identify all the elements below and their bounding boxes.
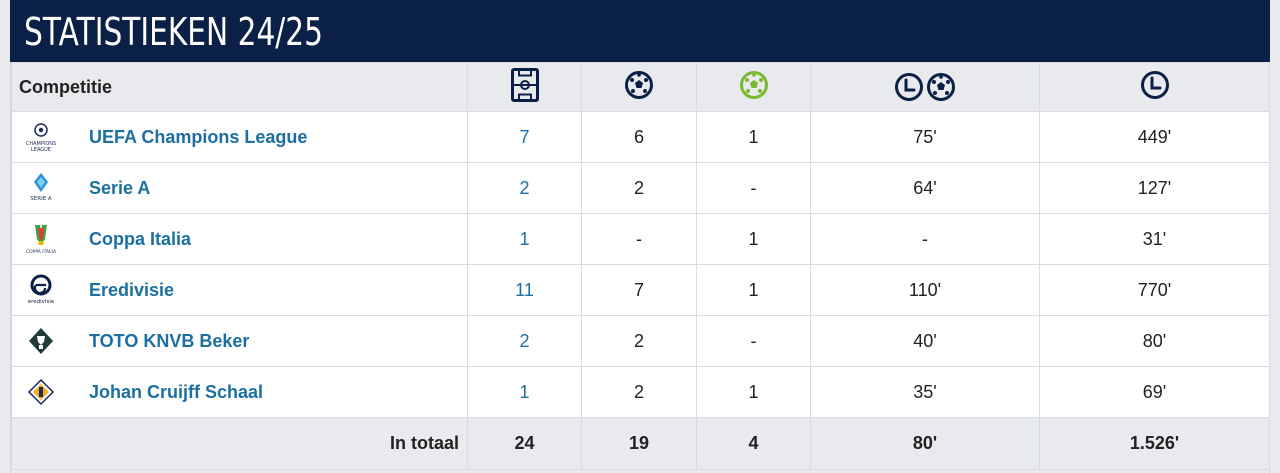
matches-cell[interactable]: 2 — [467, 315, 582, 367]
assists-cell: 1 — [696, 264, 811, 316]
table-row: TOTO KNVB Beker 2 2 - 40' 80' — [11, 315, 1270, 367]
minutes-cell: 770' — [1039, 264, 1270, 316]
competition-link[interactable]: Johan Cruijff Schaal — [89, 382, 264, 402]
minutes-cell: 449' — [1039, 111, 1270, 163]
assists-cell: 1 — [696, 213, 811, 265]
serie-a-logo: SERIE A — [26, 172, 56, 204]
minutes-per-goal-cell: - — [810, 213, 1040, 265]
matches-cell[interactable]: 1 — [467, 213, 582, 265]
pitch-icon — [510, 67, 539, 102]
table-row: Johan Cruijff Schaal 1 2 1 35' 69' — [11, 366, 1270, 418]
goals-column-header — [581, 62, 697, 112]
matches-cell[interactable]: 11 — [467, 264, 582, 316]
champions-league-logo: CHAMPIONS LEAGUE — [26, 121, 56, 153]
knvb-beker-logo — [26, 325, 56, 357]
total-minutes: 1.526' — [1039, 417, 1270, 470]
matches-cell[interactable]: 7 — [467, 111, 582, 163]
competition-link[interactable]: TOTO KNVB Beker — [89, 331, 250, 351]
assists-cell: 1 — [696, 111, 811, 163]
ball-icon — [625, 70, 653, 99]
competition-cell: TOTO KNVB Beker — [11, 315, 468, 367]
competition-column-header: Competitie — [11, 62, 468, 112]
goals-cell: 6 — [581, 111, 697, 163]
goals-cell: 2 — [581, 162, 697, 214]
total-matches: 24 — [467, 417, 582, 470]
competition-cell: CHAMPIONS LEAGUE UEFA Champions League — [11, 111, 468, 163]
goals-cell: - — [581, 213, 697, 265]
johan-cruijff-schaal-logo — [26, 376, 56, 408]
svg-text:CHAMPIONS: CHAMPIONS — [26, 141, 56, 147]
assists-cell: 1 — [696, 366, 811, 418]
goals-cell: 2 — [581, 315, 697, 367]
svg-text:SERIE A: SERIE A — [30, 196, 52, 202]
competition-cell: eredivisie Eredivisie — [11, 264, 468, 316]
minutes-cell: 80' — [1039, 315, 1270, 367]
competition-link[interactable]: Serie A — [89, 178, 151, 198]
stats-header: STATISTIEKEN 24/25 — [10, 0, 1270, 62]
minutes-per-goal-cell: 35' — [810, 366, 1040, 418]
competition-cell: Johan Cruijff Schaal — [11, 366, 468, 418]
competition-cell: SERIE A Serie A — [11, 162, 468, 214]
total-assists: 4 — [696, 417, 811, 470]
table-row: eredivisie Eredivisie 11 7 1 110' 770' — [11, 264, 1270, 316]
svg-text:eredivisie: eredivisie — [28, 299, 55, 305]
total-label: In totaal — [11, 417, 468, 470]
goals-cell: 2 — [581, 366, 697, 418]
total-row: In totaal 24 19 4 80' 1.526' — [11, 417, 1270, 470]
minutes-per-goal-cell: 64' — [810, 162, 1040, 214]
competition-link[interactable]: Coppa Italia — [89, 229, 192, 249]
minutes-cell: 31' — [1039, 213, 1270, 265]
clock-icon — [1140, 70, 1169, 99]
clock-icon — [895, 73, 923, 101]
total-minutes-per-goal: 80' — [810, 417, 1040, 470]
matches-cell[interactable]: 2 — [467, 162, 582, 214]
table-header-row: Competitie — [11, 62, 1270, 112]
competition-link[interactable]: Eredivisie — [89, 280, 175, 300]
stats-table: Competitie — [11, 62, 1270, 470]
table-row: COPPA ITALIA Coppa Italia 1 - 1 - 31' — [11, 213, 1270, 265]
matches-column-header — [467, 62, 582, 112]
assists-cell: - — [696, 162, 811, 214]
minutes-cell: 69' — [1039, 366, 1270, 418]
minutes-column-header — [1039, 62, 1270, 112]
minutes-cell: 127' — [1039, 162, 1270, 214]
svg-text:LEAGUE: LEAGUE — [31, 147, 51, 153]
minutes-per-goal-column-header — [810, 62, 1040, 112]
goals-cell: 7 — [581, 264, 697, 316]
page-title: STATISTIEKEN 24/25 — [24, 10, 324, 54]
competition-link[interactable]: UEFA Champions League — [89, 127, 308, 147]
stats-panel: Competitie — [10, 62, 1270, 473]
table-row: CHAMPIONS LEAGUE UEFA Champions League 7… — [11, 111, 1270, 163]
assists-column-header — [696, 62, 811, 112]
assists-cell: - — [696, 315, 811, 367]
minutes-per-goal-cell: 110' — [810, 264, 1040, 316]
table-row: SERIE A Serie A 2 2 - 64' 127' — [11, 162, 1270, 214]
minutes-per-goal-cell: 75' — [810, 111, 1040, 163]
svg-text:COPPA ITALIA: COPPA ITALIA — [26, 249, 56, 255]
assist-ball-icon — [739, 70, 768, 99]
matches-cell[interactable]: 1 — [467, 366, 582, 418]
coppa-italia-logo: COPPA ITALIA — [26, 223, 56, 255]
minutes-per-goal-cell: 40' — [810, 315, 1040, 367]
competition-cell: COPPA ITALIA Coppa Italia — [11, 213, 468, 265]
total-goals: 19 — [581, 417, 697, 470]
eredivisie-logo: eredivisie — [26, 274, 56, 306]
ball-icon — [927, 73, 955, 101]
